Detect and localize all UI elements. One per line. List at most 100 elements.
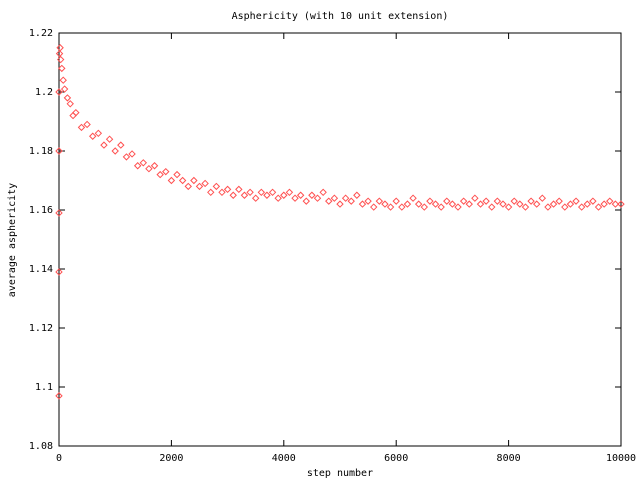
y-tick-label: 1.22 <box>29 28 53 39</box>
data-point <box>403 200 412 208</box>
data-point <box>285 188 294 197</box>
data-point <box>392 197 400 205</box>
data-point <box>133 162 142 170</box>
data-point <box>499 200 507 208</box>
y-tick-label: 1.16 <box>29 205 53 216</box>
plot-frame <box>58 32 622 447</box>
data-point <box>409 194 417 202</box>
data-point <box>55 209 63 217</box>
data-point <box>443 197 451 205</box>
data-point <box>291 194 299 202</box>
data-point <box>66 100 74 108</box>
data-point <box>521 203 530 211</box>
chart-title: Asphericity (with 10 unit extension) <box>232 11 449 22</box>
data-point <box>240 191 249 199</box>
data-point <box>319 188 327 197</box>
data-point <box>488 203 496 211</box>
y-tick-label: 1.18 <box>29 146 53 157</box>
data-point <box>111 147 119 155</box>
y-tick-label: 1.08 <box>29 441 53 452</box>
data-point <box>83 120 91 129</box>
data-point <box>296 191 305 199</box>
data-point <box>476 200 485 208</box>
data-point <box>544 203 552 211</box>
x-axis-label: step number <box>307 468 373 479</box>
data-point <box>583 200 591 208</box>
data-point <box>184 182 192 191</box>
data-point <box>448 200 457 208</box>
y-tick-label: 1.2 <box>35 87 53 98</box>
data-point <box>353 191 361 199</box>
data-point <box>504 203 513 211</box>
data-point <box>139 159 148 167</box>
data-point <box>235 185 243 194</box>
data-point <box>538 194 547 202</box>
data-point <box>606 197 614 205</box>
data-point <box>128 150 136 158</box>
data-point <box>493 197 502 205</box>
data-point <box>167 176 176 185</box>
data-point <box>341 194 350 202</box>
data-point <box>347 197 355 205</box>
data-point <box>122 153 131 161</box>
data-point <box>398 203 406 211</box>
data-point <box>426 197 434 205</box>
y-tick-label: 1.1 <box>35 382 53 393</box>
data-point <box>471 194 479 202</box>
y-tick-label: 1.12 <box>29 323 53 334</box>
data-point <box>330 194 339 202</box>
data-point <box>55 88 63 96</box>
data-point <box>358 200 367 208</box>
data-point <box>263 191 271 199</box>
data-point <box>59 76 67 84</box>
data-point <box>420 203 429 211</box>
data-point <box>207 188 215 197</box>
data-point <box>173 170 181 179</box>
data-point <box>156 170 164 179</box>
data-point <box>414 200 423 208</box>
data-point <box>63 94 72 102</box>
data-point <box>218 188 226 197</box>
data-point <box>274 194 282 202</box>
data-point <box>280 191 288 199</box>
data-point <box>454 203 462 211</box>
data-point <box>566 200 575 208</box>
x-tick-label: 6000 <box>384 453 408 464</box>
data-point <box>516 200 524 208</box>
data-point <box>482 197 490 205</box>
x-tick-label: 4000 <box>272 453 296 464</box>
data-point <box>555 197 563 205</box>
data-point <box>527 197 535 205</box>
data-point <box>195 182 204 191</box>
data-point <box>268 188 277 197</box>
data-point <box>370 203 378 211</box>
data-point <box>510 197 518 205</box>
data-point <box>302 197 310 205</box>
data-point <box>561 203 569 211</box>
data-point <box>381 200 389 208</box>
x-tick-label: 0 <box>56 453 62 464</box>
data-point <box>336 200 344 208</box>
data-point <box>55 268 63 276</box>
data-point <box>532 200 541 208</box>
data-point <box>251 194 260 202</box>
data-point <box>617 200 625 208</box>
data-point <box>89 132 97 140</box>
x-tick-label: 2000 <box>159 453 183 464</box>
data-point <box>549 200 558 208</box>
data-point <box>572 197 580 205</box>
data-point <box>257 188 266 197</box>
data-point <box>313 194 322 202</box>
data-point <box>594 203 603 211</box>
data-point <box>577 203 586 211</box>
data-point <box>55 49 64 58</box>
data-point <box>55 392 63 400</box>
data-point <box>60 85 69 93</box>
data-point <box>375 197 384 205</box>
data-point <box>58 64 66 73</box>
data-point <box>600 200 608 208</box>
data-point <box>56 44 64 52</box>
data-point <box>386 203 395 211</box>
data-point <box>72 108 80 117</box>
data-point <box>100 141 108 149</box>
